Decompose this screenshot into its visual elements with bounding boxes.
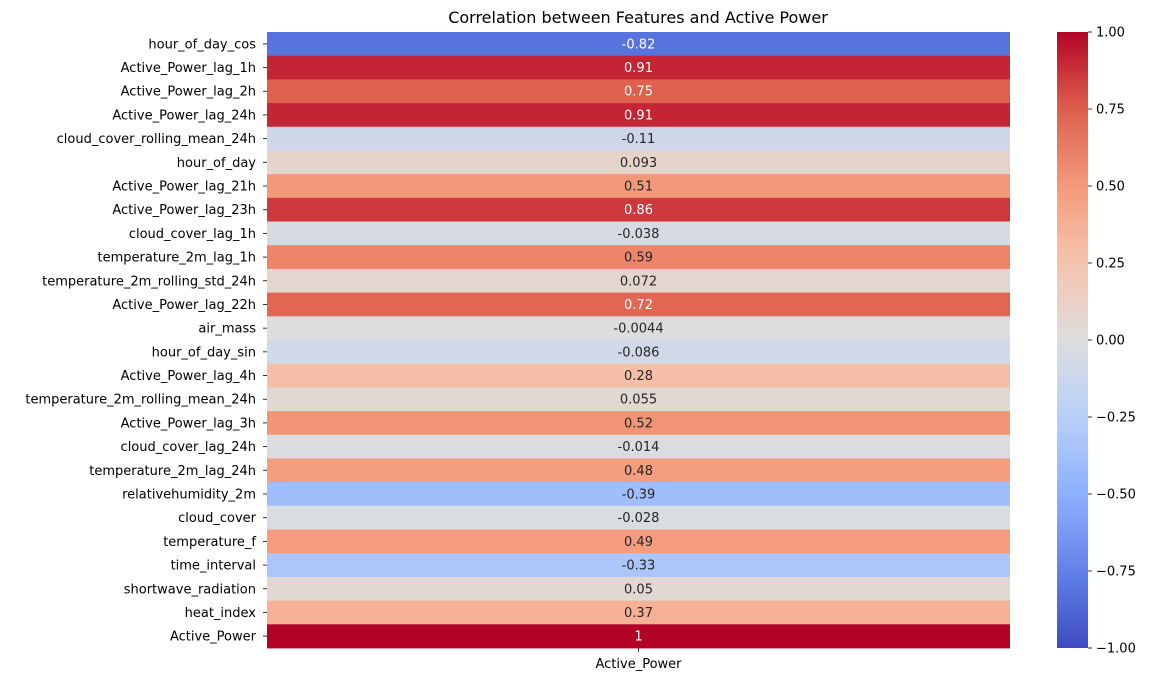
cell-value-label: 0.055 (620, 393, 657, 408)
cell-value-label: 1 (634, 630, 642, 645)
colorbar-tick-label: 1.00 (1096, 26, 1125, 41)
row-tick-label: Active_Power_lag_21h (112, 180, 256, 195)
cell-value-label: 0.072 (620, 274, 657, 289)
row-tick-label: cloud_cover (178, 511, 256, 526)
colorbar-tick-label: −0.25 (1096, 411, 1136, 426)
row-tick-label: Active_Power (170, 630, 257, 645)
row-tick-label: Active_Power_lag_2h (121, 85, 256, 100)
heatmap-cell (267, 221, 1010, 246)
row-tick-label: Active_Power_lag_1h (121, 61, 256, 76)
colorbar-tick-label: 0.25 (1096, 257, 1125, 272)
heatmap-cell (267, 174, 1010, 199)
heatmap-cell (267, 576, 1010, 602)
heatmap-cell (267, 268, 1010, 294)
heatmap-cell (267, 245, 1010, 270)
heatmap-cell (267, 292, 1010, 317)
row-tick-label: temperature_2m_lag_1h (98, 251, 257, 266)
colorbar-tick-label: −0.50 (1096, 488, 1136, 503)
cell-value-label: 0.59 (624, 251, 653, 266)
column-tick-label: Active_Power (595, 657, 682, 672)
row-tick-label: Active_Power_lag_24h (112, 108, 256, 123)
cell-value-label: 0.91 (624, 108, 653, 123)
row-tick-labels: hour_of_day_cos Active_Power_lag_1h Active… (25, 37, 267, 645)
row-tick-label: temperature_2m_rolling_std_24h (42, 274, 256, 289)
cell-value-label: 0.05 (624, 582, 653, 597)
row-tick-label: cloud_cover_lag_1h (129, 227, 256, 242)
cell-value-label: -0.014 (618, 440, 660, 455)
heatmap-cell (267, 434, 1010, 459)
row-tick-label: air_mass (198, 322, 256, 337)
row-tick-label: hour_of_day_sin (152, 345, 256, 360)
row-tick-label: relativehumidity_2m (122, 488, 256, 503)
heatmap-cell (267, 79, 1010, 104)
cell-value-label: 0.72 (624, 298, 653, 313)
row-tick-label: time_interval (171, 559, 256, 574)
row-tick-label: temperature_2m_lag_24h (89, 464, 256, 479)
cell-value-label: -0.82 (622, 37, 656, 52)
heatmap-cell (267, 387, 1010, 412)
row-tick-label: cloud_cover_lag_24h (121, 440, 256, 455)
row-tick-label: Active_Power_lag_4h (121, 369, 256, 384)
heatmap-cell (267, 411, 1010, 436)
colorbar-tick-label: −0.75 (1096, 565, 1136, 580)
column-tick-labels: Active_Power (595, 648, 682, 672)
chart-title: Correlation between Features and Active … (448, 8, 828, 27)
heatmap-cell (267, 600, 1010, 625)
row-tick-label: Active_Power_lag_22h (112, 298, 256, 313)
cell-value-label: 0.28 (624, 369, 653, 384)
cell-value-label: 0.48 (624, 464, 653, 479)
cell-value-label: -0.33 (622, 559, 656, 574)
cell-value-label: 0.37 (624, 606, 653, 621)
cell-value-label: -0.11 (622, 132, 656, 147)
colorbar-tick-label: −1.00 (1096, 642, 1136, 657)
row-tick-label: hour_of_day_cos (148, 37, 256, 52)
cell-value-label: -0.0044 (613, 322, 663, 337)
cell-value-label: -0.39 (622, 488, 656, 503)
heatmap-cell (267, 55, 1010, 80)
heatmap-cell (267, 316, 1010, 341)
row-tick-label: cloud_cover_rolling_mean_24h (57, 132, 256, 147)
cell-value-label: 0.49 (624, 535, 653, 550)
cell-value-label: -0.028 (618, 511, 660, 526)
row-tick-label: heat_index (185, 606, 257, 621)
heatmap-cell (267, 553, 1010, 578)
row-tick-label: Active_Power_lag_23h (112, 203, 256, 218)
heatmap-cell (267, 624, 1010, 649)
cell-value-label: 0.75 (624, 85, 653, 100)
heatmap-cells: -0.82 0.91 0.75 0.91 -0.11 0.093 0.51 0.86 -0.03… (267, 32, 1010, 649)
cell-value-label: 0.52 (624, 416, 653, 431)
cell-value-label: 0.51 (624, 180, 653, 195)
cell-value-label: -0.086 (618, 345, 660, 360)
cell-value-label: -0.038 (618, 227, 660, 242)
row-tick-label: shortwave_radiation (124, 582, 256, 597)
row-tick-label: Active_Power_lag_3h (121, 416, 256, 431)
heatmap-cell (267, 529, 1010, 554)
heatmap-cell (267, 482, 1010, 507)
colorbar: 1.00 0.75 0.50 0.25 0.00 −0.25 −0.50 −0.75 −1.00 (1057, 26, 1136, 657)
heatmap-cell (267, 363, 1010, 388)
row-tick-label: hour_of_day (177, 156, 257, 171)
colorbar-tick-label: 0.50 (1096, 180, 1125, 195)
heatmap-cell (267, 197, 1010, 222)
cell-value-label: 0.91 (624, 61, 653, 76)
cell-value-label: 0.86 (624, 203, 653, 218)
row-tick-label: temperature_2m_rolling_mean_24h (25, 393, 256, 408)
heatmap-cell (267, 103, 1010, 128)
cell-value-label: 0.093 (620, 156, 657, 171)
heatmap-cell (267, 32, 1010, 57)
colorbar-gradient (1057, 32, 1088, 648)
colorbar-tick-label: 0.75 (1096, 103, 1125, 118)
row-tick-label: temperature_f (163, 535, 256, 550)
heatmap-cell (267, 126, 1010, 151)
heatmap-cell (267, 150, 1010, 175)
colorbar-tick-label: 0.00 (1096, 334, 1125, 349)
heatmap-cell (267, 505, 1010, 530)
heatmap-cell (267, 340, 1010, 365)
heatmap-cell (267, 458, 1010, 483)
